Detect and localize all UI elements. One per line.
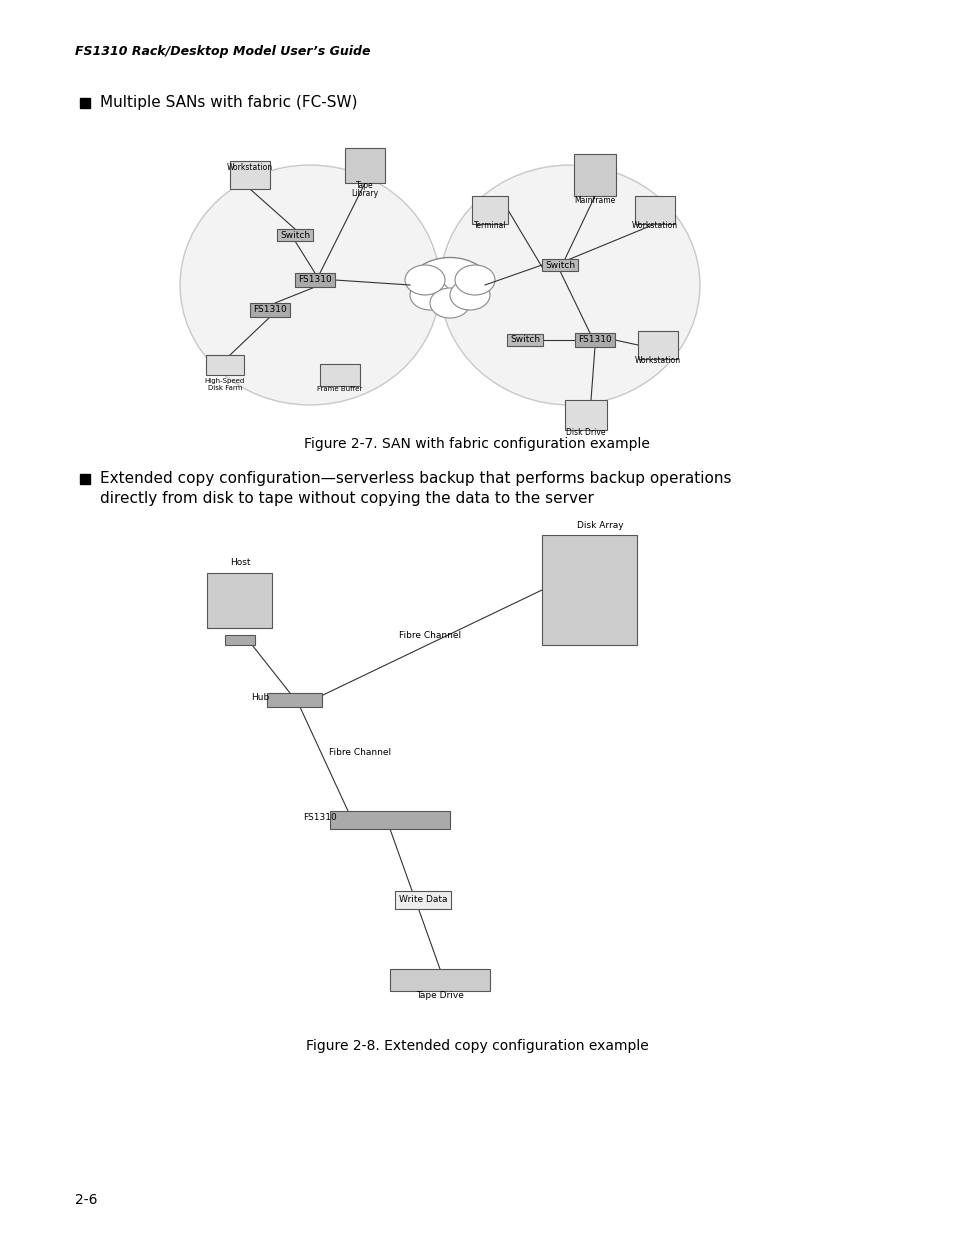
Text: FS1310: FS1310 <box>297 275 332 284</box>
Text: Disk Array: Disk Array <box>576 521 622 530</box>
Text: Frame Buffer: Frame Buffer <box>317 387 362 391</box>
FancyBboxPatch shape <box>542 535 637 645</box>
Text: Switch: Switch <box>544 261 575 269</box>
FancyBboxPatch shape <box>564 400 606 430</box>
Text: Library: Library <box>351 189 378 198</box>
FancyBboxPatch shape <box>276 228 313 241</box>
Text: FS1310: FS1310 <box>303 813 336 823</box>
Text: Host: Host <box>230 558 250 567</box>
FancyBboxPatch shape <box>267 693 322 706</box>
FancyBboxPatch shape <box>319 364 359 387</box>
FancyBboxPatch shape <box>541 259 578 270</box>
FancyBboxPatch shape <box>250 303 290 317</box>
Text: Switch: Switch <box>279 231 310 240</box>
Text: Workstation: Workstation <box>631 221 678 230</box>
FancyBboxPatch shape <box>575 333 615 347</box>
Text: Tape Drive: Tape Drive <box>416 990 463 1000</box>
Text: FS1310: FS1310 <box>578 336 611 345</box>
Text: Extended copy configuration—serverless backup that performs backup operations: Extended copy configuration—serverless b… <box>100 472 731 487</box>
Text: Workstation: Workstation <box>227 163 273 172</box>
Text: High-Speed: High-Speed <box>205 378 245 384</box>
Text: Figure 2-8. Extended copy configuration example: Figure 2-8. Extended copy configuration … <box>305 1039 648 1053</box>
Text: FS1310: FS1310 <box>253 305 287 315</box>
Ellipse shape <box>450 280 490 310</box>
Ellipse shape <box>180 165 439 405</box>
Text: Hub: Hub <box>251 693 269 701</box>
FancyBboxPatch shape <box>330 811 450 829</box>
FancyBboxPatch shape <box>390 969 490 990</box>
FancyBboxPatch shape <box>208 573 273 627</box>
Text: Fibre Channel: Fibre Channel <box>398 631 460 640</box>
Bar <box>80 98 90 107</box>
FancyBboxPatch shape <box>345 147 385 183</box>
Text: Mainframe: Mainframe <box>574 196 615 205</box>
FancyBboxPatch shape <box>574 154 616 196</box>
FancyBboxPatch shape <box>230 161 270 189</box>
Text: FS1310 Rack/Desktop Model User’s Guide: FS1310 Rack/Desktop Model User’s Guide <box>75 46 370 58</box>
Ellipse shape <box>455 266 495 295</box>
Ellipse shape <box>405 266 444 295</box>
Text: directly from disk to tape without copying the data to the server: directly from disk to tape without copyi… <box>100 490 594 505</box>
Text: Disk Drive: Disk Drive <box>566 429 605 437</box>
FancyBboxPatch shape <box>206 354 244 375</box>
Ellipse shape <box>410 280 450 310</box>
FancyBboxPatch shape <box>635 196 675 224</box>
Text: Disk Farm: Disk Farm <box>208 385 242 391</box>
FancyBboxPatch shape <box>506 333 542 346</box>
Ellipse shape <box>410 258 490 312</box>
Text: Fibre Channel: Fibre Channel <box>329 748 391 757</box>
Ellipse shape <box>430 288 470 317</box>
Text: Terminal: Terminal <box>474 221 506 230</box>
FancyBboxPatch shape <box>395 890 451 909</box>
FancyBboxPatch shape <box>225 635 254 645</box>
Text: Write Data: Write Data <box>398 895 447 904</box>
Text: Figure 2-7. SAN with fabric configuration example: Figure 2-7. SAN with fabric configuratio… <box>304 437 649 451</box>
FancyBboxPatch shape <box>294 273 335 287</box>
Text: 2-6: 2-6 <box>75 1193 97 1207</box>
Text: Tape: Tape <box>355 180 374 189</box>
Text: Switch: Switch <box>510 336 539 345</box>
Ellipse shape <box>439 165 700 405</box>
FancyBboxPatch shape <box>472 196 507 224</box>
FancyBboxPatch shape <box>638 331 678 359</box>
Bar <box>80 474 90 484</box>
Text: Workstation: Workstation <box>635 356 680 366</box>
Text: Multiple SANs with fabric (FC-SW): Multiple SANs with fabric (FC-SW) <box>100 95 357 110</box>
